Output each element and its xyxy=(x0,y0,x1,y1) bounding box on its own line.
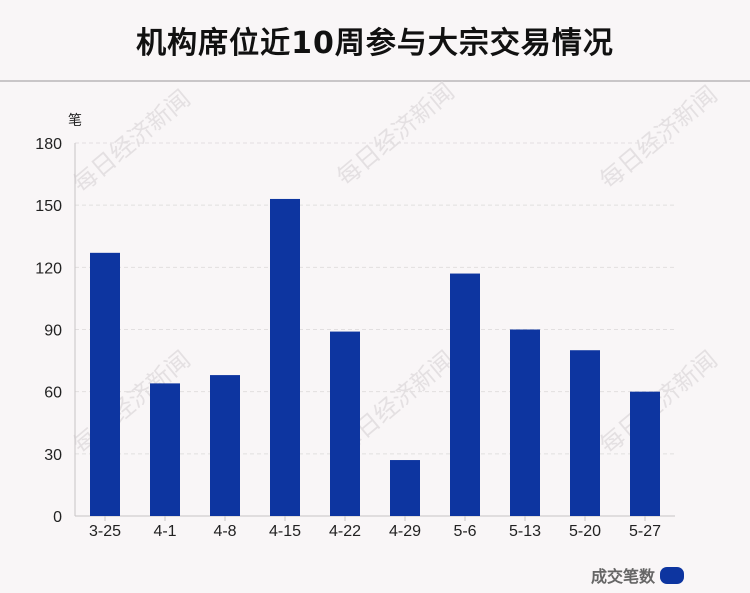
y-tick-label: 30 xyxy=(44,447,62,464)
chart-title: 机构席位近10周参与大宗交易情况 xyxy=(136,26,614,61)
bar xyxy=(150,383,180,516)
bar xyxy=(450,273,480,516)
legend-swatch xyxy=(660,566,684,584)
x-tick-label: 3-25 xyxy=(89,523,121,540)
bar xyxy=(510,329,540,516)
legend-label: 成交笔数 xyxy=(590,567,655,586)
title-bar: 机构席位近10周参与大宗交易情况 xyxy=(0,0,750,82)
bar xyxy=(210,375,240,516)
legend: 成交笔数 xyxy=(591,563,684,587)
bar xyxy=(90,252,120,517)
x-tick-label: 4-15 xyxy=(269,523,301,540)
y-tick-label: 60 xyxy=(44,385,62,402)
x-tick-label: 4-22 xyxy=(329,523,361,540)
x-tick-label: 4-29 xyxy=(389,523,421,540)
bar xyxy=(330,331,360,516)
y-tick-label: 150 xyxy=(35,198,62,215)
x-tick-label: 4-8 xyxy=(213,523,236,540)
bar xyxy=(570,350,600,516)
bar xyxy=(630,391,660,516)
x-tick-label: 5-6 xyxy=(453,523,476,540)
y-axis-label: 笔 xyxy=(68,113,82,129)
y-tick-label: 0 xyxy=(53,509,62,526)
x-tick-label: 4-1 xyxy=(153,523,176,540)
y-tick-label: 120 xyxy=(35,260,62,277)
x-tick-label: 5-13 xyxy=(509,523,541,540)
bar xyxy=(270,198,300,516)
bar xyxy=(390,460,420,516)
x-tick-label: 5-20 xyxy=(569,523,601,540)
y-tick-label: 180 xyxy=(35,136,62,153)
x-tick-label: 5-27 xyxy=(629,523,661,540)
y-tick-label: 90 xyxy=(44,323,62,340)
